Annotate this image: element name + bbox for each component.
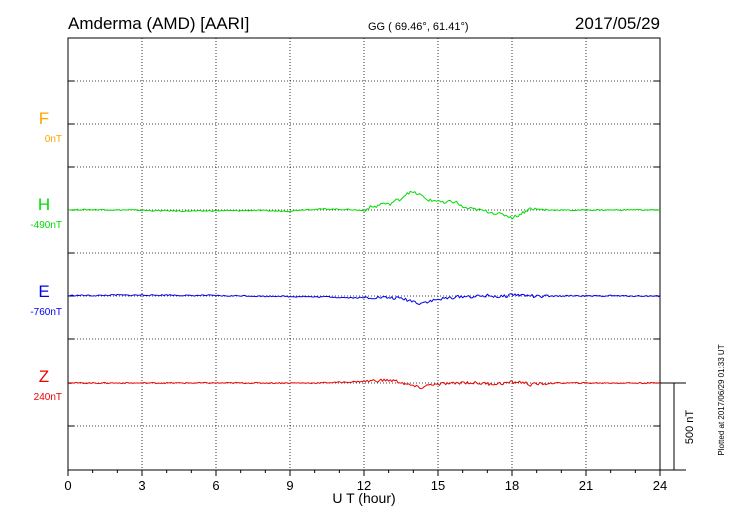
series-line-e <box>67 293 661 305</box>
plotted-at-note: Plotted at 2017/06/29 01:33 UT <box>717 344 726 455</box>
geo-coordinates: GG ( 69.46°, 61.41°) <box>368 21 469 33</box>
x-tick-label: 18 <box>505 478 519 493</box>
x-tick-label: 6 <box>212 478 219 493</box>
series-label-z: Z <box>39 367 49 386</box>
x-tick-label: 3 <box>138 478 145 493</box>
grid-lines <box>68 38 660 470</box>
station-title: Amderma (AMD) [AARI] <box>68 14 249 33</box>
x-axis-title: U T (hour) <box>332 490 395 506</box>
axis-ticks <box>67 80 661 476</box>
series-line-h <box>67 190 661 220</box>
date-label: 2017/05/29 <box>575 14 660 33</box>
series-label-h: H <box>38 195 50 214</box>
x-tick-label: 0 <box>64 478 71 493</box>
series-label-f: F <box>39 109 49 128</box>
scale-bar-label: 500 nT <box>684 410 696 445</box>
x-tick-labels: 0 3 6 9 12 15 18 21 24 <box>64 478 667 493</box>
x-tick-label: 15 <box>431 478 445 493</box>
series-offset-z: 240nT <box>34 392 62 403</box>
series-offset-f: 0nT <box>45 134 62 145</box>
series-offset-e: -760nT <box>30 307 62 318</box>
scale-bar <box>660 382 686 471</box>
series-line-z <box>67 378 661 390</box>
series-lines <box>67 190 661 390</box>
series-label-e: E <box>38 282 49 301</box>
series-offset-h: -490nT <box>30 220 62 231</box>
x-tick-label: 9 <box>286 478 293 493</box>
x-tick-label: 21 <box>579 478 593 493</box>
x-tick-label: 24 <box>653 478 667 493</box>
x-tick-label: 12 <box>357 478 371 493</box>
